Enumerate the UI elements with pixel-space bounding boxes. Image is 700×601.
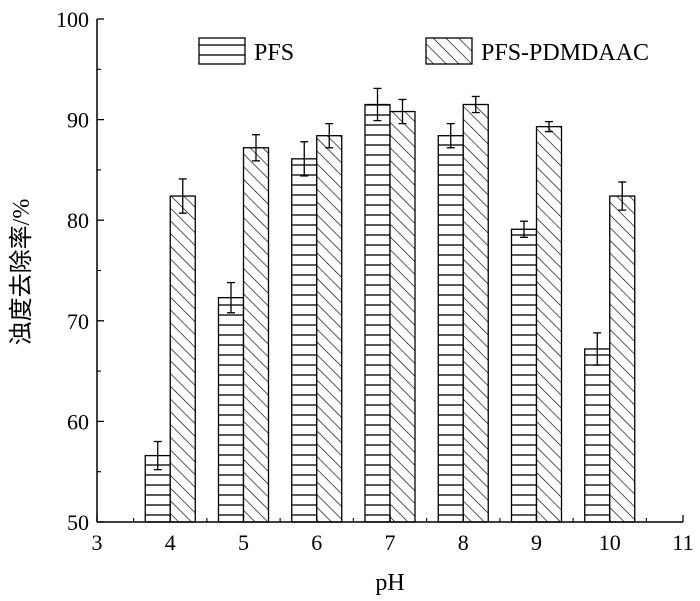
bar-pfs-pdmdaac-ph-10 bbox=[609, 195, 636, 523]
y-tick-label-80: 80 bbox=[67, 208, 89, 233]
legend-swatch-pfs-pdmdaac bbox=[425, 37, 473, 65]
x-tick-label-4: 4 bbox=[165, 530, 176, 555]
bar-pfs-pdmdaac-ph-6 bbox=[316, 135, 343, 523]
y-tick-label-50: 50 bbox=[67, 510, 89, 535]
x-axis-title: pH bbox=[375, 570, 404, 596]
bar-pfs-ph-9 bbox=[510, 228, 538, 523]
x-tick-label-11: 11 bbox=[672, 530, 693, 555]
bar-pfs-pdmdaac-ph-7 bbox=[389, 110, 416, 523]
error-bar-pfs-pdmdaac-ph-6 bbox=[325, 122, 334, 149]
error-bar-pfs-ph-10 bbox=[593, 332, 602, 366]
y-tick-label-60: 60 bbox=[67, 409, 89, 434]
error-bar-pfs-pdmdaac-ph-10 bbox=[618, 181, 627, 211]
bar-pfs-pdmdaac-ph-4 bbox=[169, 195, 196, 523]
error-bar-pfs-ph-4 bbox=[153, 440, 162, 471]
error-bar-pfs-ph-6 bbox=[300, 141, 309, 177]
x-tick-label-6: 6 bbox=[311, 530, 322, 555]
error-bar-pfs-ph-5 bbox=[227, 281, 235, 314]
legend-label-pfs-pdmdaac: PFS-PDMDAAC bbox=[481, 40, 649, 66]
legend-swatch-pfs bbox=[198, 37, 246, 65]
bars-layer bbox=[144, 87, 636, 523]
bar-pfs-pdmdaac-ph-8 bbox=[462, 103, 489, 523]
bar-pfs-ph-7 bbox=[364, 103, 391, 523]
x-tick-label-3: 3 bbox=[92, 530, 103, 555]
error-bar-pfs-pdmdaac-ph-9 bbox=[545, 120, 553, 133]
legend: PFS PFS-PDMDAAC bbox=[198, 37, 649, 66]
bar-pfs-ph-6 bbox=[291, 158, 318, 523]
bar-pfs-ph-10 bbox=[584, 348, 611, 523]
axes-layer: 3 4 5 6 7 8 9 10 11 50 60 70 80 90 100 bbox=[56, 7, 694, 555]
x-tick-label-5: 5 bbox=[238, 530, 249, 555]
y-tick-label-100: 100 bbox=[56, 7, 89, 32]
x-tick-label-9: 9 bbox=[531, 530, 542, 555]
error-bar-pfs-ph-9 bbox=[520, 220, 528, 238]
bar-pfs-pdmdaac-ph-9 bbox=[535, 125, 563, 523]
x-tick-label-10: 10 bbox=[599, 530, 621, 555]
error-bar-pfs-ph-7 bbox=[373, 87, 382, 122]
bar-pfs-ph-8 bbox=[437, 135, 464, 523]
bar-pfs-ph-5 bbox=[217, 297, 245, 523]
error-bar-pfs-pdmdaac-ph-8 bbox=[471, 95, 480, 114]
bar-pfs-pdmdaac-ph-5 bbox=[242, 147, 270, 523]
error-bar-pfs-pdmdaac-ph-7 bbox=[398, 98, 407, 125]
y-tick-label-90: 90 bbox=[67, 108, 89, 133]
x-tick-label-8: 8 bbox=[458, 530, 469, 555]
error-bar-pfs-pdmdaac-ph-4 bbox=[178, 178, 187, 214]
error-bar-pfs-pdmdaac-ph-5 bbox=[252, 134, 260, 162]
y-axis-title: 浊度去除率/% bbox=[8, 199, 35, 346]
error-bar-pfs-ph-8 bbox=[446, 122, 455, 149]
legend-label-pfs: PFS bbox=[254, 40, 294, 66]
x-tick-label-7: 7 bbox=[385, 530, 396, 555]
y-tick-label-70: 70 bbox=[67, 309, 89, 334]
